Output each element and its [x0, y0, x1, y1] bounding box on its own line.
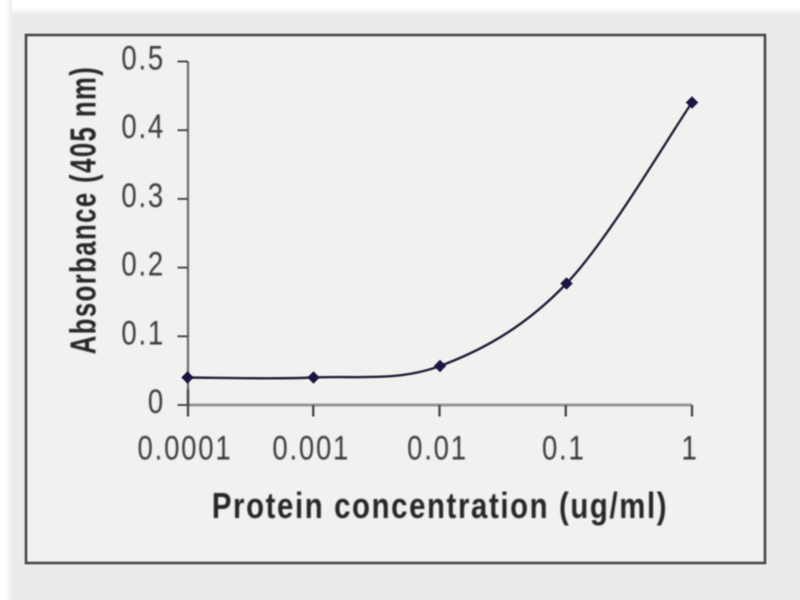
svg-text:0.1: 0.1	[542, 429, 586, 467]
svg-text:0.1: 0.1	[121, 314, 165, 352]
svg-text:0.2: 0.2	[121, 245, 165, 283]
svg-text:0: 0	[148, 382, 165, 420]
svg-text:Absorbance (405 nm): Absorbance (405 nm)	[63, 66, 103, 354]
svg-text:0.001: 0.001	[272, 429, 350, 467]
svg-text:0.0001: 0.0001	[138, 429, 233, 467]
svg-text:0.5: 0.5	[121, 39, 165, 77]
svg-text:0.01: 0.01	[407, 429, 468, 467]
svg-text:Protein concentration (ug/ml): Protein concentration (ug/ml)	[212, 485, 668, 526]
svg-text:1: 1	[681, 429, 698, 467]
svg-text:0.3: 0.3	[121, 176, 165, 214]
svg-text:0.4: 0.4	[121, 107, 165, 145]
